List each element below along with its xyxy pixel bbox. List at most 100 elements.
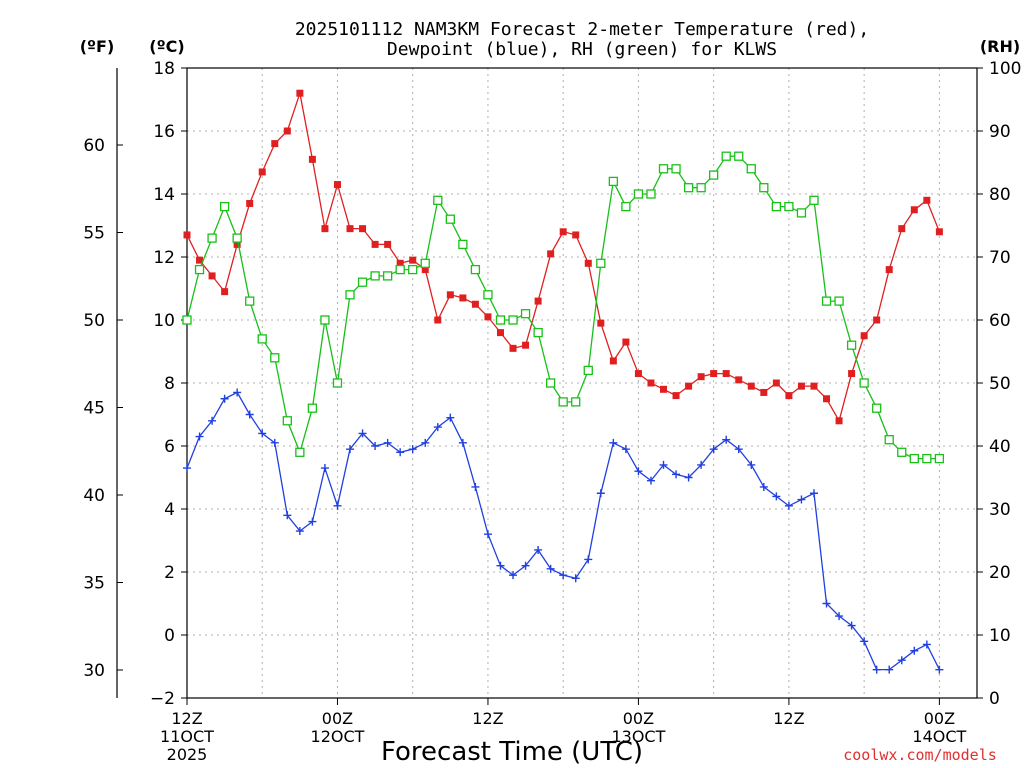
dewpoint-point	[672, 470, 681, 479]
dewpoint-point	[483, 530, 492, 539]
temperature-point	[346, 225, 354, 233]
rh-point	[420, 258, 430, 268]
rh-point	[558, 397, 568, 407]
temperature-point	[685, 382, 693, 390]
rh-point	[809, 195, 819, 205]
temperature-point	[923, 196, 931, 204]
series	[182, 89, 945, 674]
temperature-point	[333, 181, 341, 189]
rh-point	[709, 170, 719, 180]
y-tick-label-rh: 10	[989, 626, 1011, 646]
temperature-point	[371, 240, 379, 248]
dewpoint-point	[270, 438, 279, 447]
dewpoint-point	[295, 527, 304, 536]
dewpoint-point	[697, 460, 706, 469]
temperature-point	[660, 385, 668, 393]
x-tick-date-label: 14OCT	[912, 727, 966, 746]
dewpoint-point	[358, 429, 367, 438]
x-axis-title: Forecast Time (UTC)	[381, 737, 643, 767]
dewpoint-point	[584, 555, 593, 564]
y-tick-label-rh: 60	[989, 311, 1011, 331]
rh-point	[734, 151, 744, 161]
plot-frame	[186, 67, 978, 699]
dewpoint-point	[371, 442, 380, 450]
dewpoint-point	[596, 489, 605, 498]
dewpoint-point	[534, 545, 543, 554]
temperature-point	[384, 240, 392, 248]
dewpoint-point	[521, 561, 530, 570]
rh-point	[571, 397, 581, 407]
y-tick-label-rh: 80	[989, 185, 1011, 205]
temperature-point	[547, 250, 555, 258]
rh-point	[608, 176, 618, 187]
dewpoint-point	[684, 473, 693, 482]
dewpoint-point	[910, 646, 919, 655]
temperature-point	[359, 225, 367, 233]
rh-point	[282, 416, 292, 426]
y-tick-label-celsius: −2	[150, 689, 175, 709]
dewpoint-point	[935, 665, 944, 674]
rh-point	[621, 201, 631, 212]
y-tick-label-fahrenheit: 35	[83, 574, 105, 594]
dewpoint-point	[383, 438, 392, 447]
temperature-point	[885, 266, 893, 274]
rh-point	[445, 214, 455, 224]
temperature-line	[186, 90, 941, 423]
grid	[187, 68, 977, 698]
rh-point	[897, 447, 907, 457]
dewpoint-point	[646, 476, 655, 485]
temperature-point	[910, 206, 918, 214]
y-tick-label-rh: 0	[989, 689, 1000, 709]
rh-point	[245, 296, 255, 306]
dewpoint-point	[396, 448, 405, 457]
y-tick-label-celsius: 16	[153, 122, 175, 142]
y-tick-label-fahrenheit: 55	[83, 224, 105, 244]
temperature-point	[258, 168, 266, 176]
dewpoint-point	[897, 656, 906, 665]
watermark: coolwx.com/models	[843, 746, 997, 764]
dewpoint-point	[847, 621, 856, 630]
temperature-point	[396, 259, 404, 267]
rh-point	[859, 378, 869, 388]
rh-point	[759, 183, 769, 193]
x-tick-year-label: 2025	[167, 745, 208, 764]
dewpoint-point	[659, 460, 668, 469]
dewpoint-point	[759, 482, 768, 491]
chart-subtitle: Dewpoint (blue), RH (green) for KLWS	[387, 39, 777, 60]
dewpoint-point	[734, 445, 743, 454]
rh-point	[671, 164, 681, 174]
temperature-point	[534, 297, 542, 305]
rh-point	[433, 195, 443, 205]
temperature-point	[246, 199, 254, 207]
y-tick-label-rh: 100	[989, 59, 1021, 79]
dewpoint-point	[446, 413, 455, 422]
dewpoint-point	[571, 574, 580, 583]
rh-point	[182, 315, 192, 325]
rh-point	[320, 315, 330, 325]
y-tick-label-rh: 30	[989, 500, 1011, 520]
temperature-point	[308, 155, 316, 163]
rh-point	[721, 151, 731, 161]
dewpoint-point	[709, 445, 718, 454]
temperature-point	[697, 373, 705, 381]
temperature-point	[196, 256, 204, 264]
rh-point	[821, 296, 832, 306]
rh-point	[633, 189, 644, 199]
dewpoint-point	[496, 561, 505, 570]
dewpoint-point	[408, 445, 417, 454]
y-tick-label-celsius: 12	[153, 248, 175, 268]
dewpoint-point	[333, 501, 342, 510]
dewpoint-point	[509, 571, 518, 580]
x-tick-label: 00Z	[322, 709, 353, 728]
dewpoint-point	[471, 482, 480, 491]
rh-point	[295, 447, 305, 457]
y-tick-label-rh: 50	[989, 374, 1011, 394]
dewpoint-point	[320, 464, 329, 473]
rh-point	[370, 271, 380, 281]
temperature-point	[572, 231, 580, 239]
y-tick-label-celsius: 6	[164, 437, 175, 457]
y-tick-label-fahrenheit: 40	[83, 486, 105, 506]
dewpoint-point	[421, 438, 430, 447]
temperature-point	[785, 392, 793, 400]
y-tick-label-fahrenheit: 60	[83, 136, 105, 156]
